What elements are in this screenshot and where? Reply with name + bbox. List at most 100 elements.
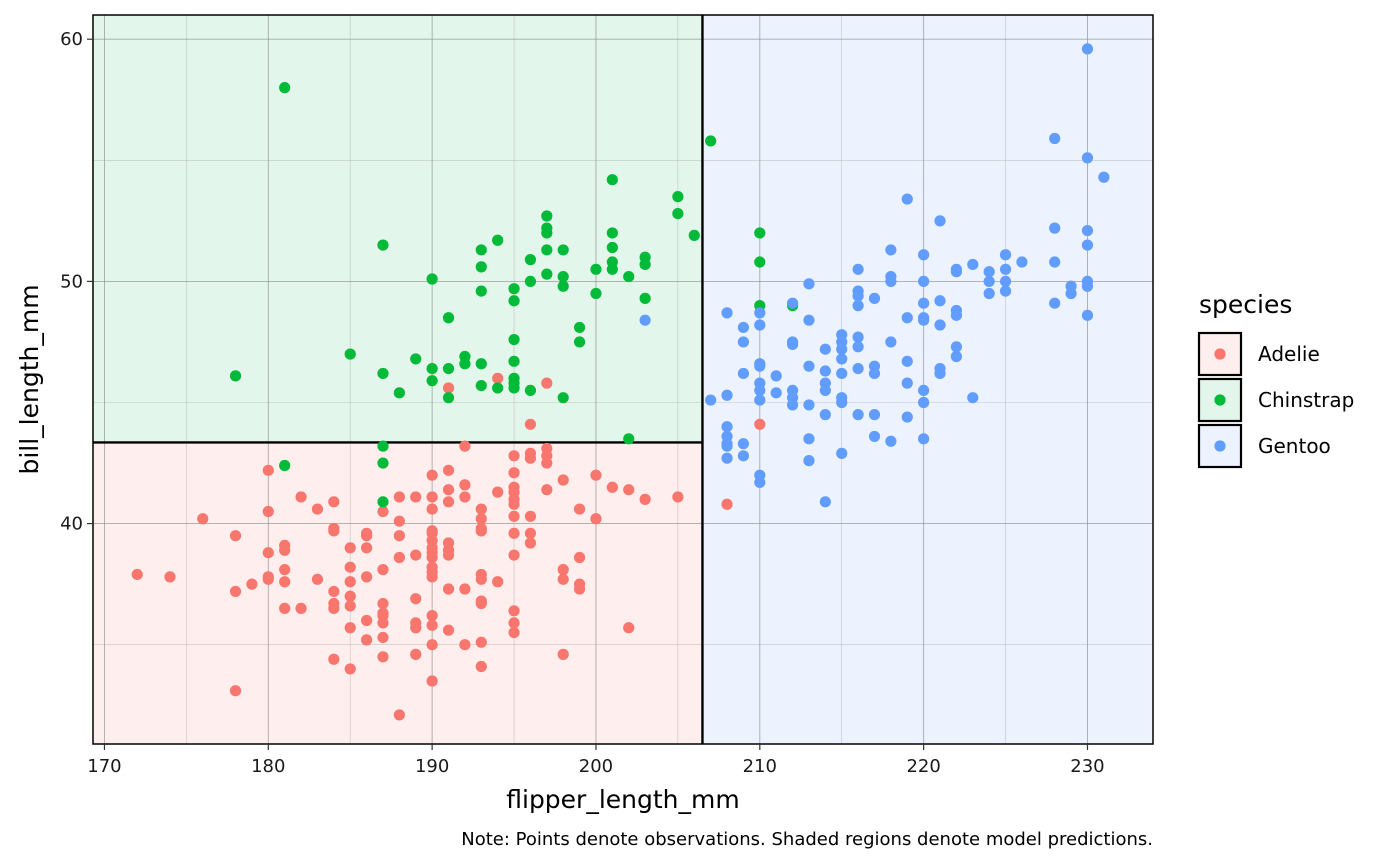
region-chinstrap	[93, 15, 703, 443]
point-chinstrap	[557, 280, 569, 292]
point-adelie	[393, 530, 405, 542]
point-adelie	[262, 547, 274, 559]
point-gentoo	[1049, 222, 1061, 234]
point-chinstrap	[393, 387, 405, 399]
point-gentoo	[999, 275, 1012, 288]
point-gentoo	[901, 193, 913, 205]
y-axis-title: bill_length_mm	[15, 284, 44, 474]
point-gentoo	[721, 452, 733, 464]
point-adelie	[377, 631, 389, 644]
point-chinstrap	[754, 227, 766, 239]
point-gentoo	[754, 307, 766, 319]
y-tick-label: 60	[60, 29, 83, 50]
x-tick-label: 230	[1070, 756, 1104, 777]
point-chinstrap	[508, 333, 520, 346]
point-gentoo	[868, 430, 881, 443]
point-gentoo	[885, 244, 897, 256]
point-adelie	[344, 576, 356, 588]
point-adelie	[442, 549, 455, 561]
point-gentoo	[852, 363, 864, 375]
point-gentoo	[770, 387, 782, 399]
point-gentoo	[803, 399, 815, 411]
point-chinstrap	[492, 234, 504, 246]
point-adelie	[426, 675, 438, 687]
legend-label-chinstrap: Chinstrap	[1258, 388, 1354, 412]
point-gentoo	[1081, 309, 1094, 321]
x-tick-label: 190	[415, 756, 449, 777]
point-gentoo	[1016, 256, 1028, 268]
point-adelie	[475, 597, 487, 610]
point-adelie	[459, 479, 471, 491]
point-gentoo	[901, 377, 913, 389]
point-adelie	[328, 496, 340, 508]
point-adelie	[262, 464, 274, 476]
point-adelie	[508, 467, 520, 479]
point-gentoo	[901, 312, 913, 324]
point-chinstrap	[508, 295, 520, 307]
point-gentoo	[786, 297, 799, 309]
point-gentoo	[950, 341, 963, 353]
point-gentoo	[868, 292, 881, 304]
point-gentoo	[901, 411, 913, 423]
point-adelie	[459, 583, 471, 595]
point-adelie	[475, 525, 487, 537]
point-adelie	[344, 561, 356, 573]
point-adelie	[475, 513, 487, 525]
point-gentoo	[852, 263, 864, 275]
point-gentoo	[786, 399, 799, 411]
point-adelie	[229, 685, 242, 697]
point-chinstrap	[606, 174, 618, 186]
point-gentoo	[754, 384, 766, 396]
point-chinstrap	[590, 263, 602, 275]
point-gentoo	[918, 396, 930, 409]
point-adelie	[721, 498, 733, 510]
legend-label-adelie: Adelie	[1258, 342, 1320, 366]
point-gentoo	[754, 319, 766, 331]
point-chinstrap	[442, 363, 455, 375]
point-adelie	[197, 513, 209, 525]
point-adelie	[459, 440, 471, 452]
point-gentoo	[852, 300, 864, 312]
point-adelie	[426, 619, 438, 631]
point-gentoo	[950, 309, 963, 321]
point-adelie	[377, 651, 389, 663]
point-adelie	[442, 464, 455, 476]
point-gentoo	[819, 365, 831, 377]
point-chinstrap	[426, 375, 438, 387]
point-gentoo	[1049, 132, 1061, 145]
point-adelie	[279, 564, 291, 576]
point-adelie	[279, 544, 291, 556]
point-chinstrap	[606, 227, 618, 239]
point-gentoo	[836, 343, 848, 355]
point-gentoo	[868, 367, 881, 380]
point-chinstrap	[229, 370, 242, 382]
point-gentoo	[1081, 152, 1094, 164]
point-adelie	[328, 585, 340, 598]
point-chinstrap	[475, 358, 487, 370]
point-adelie	[524, 510, 537, 522]
chart-caption: Note: Points denote observations. Shaded…	[461, 829, 1153, 850]
point-gentoo	[852, 409, 864, 421]
point-gentoo	[1081, 43, 1094, 55]
point-gentoo	[836, 447, 848, 459]
point-adelie	[492, 576, 504, 588]
point-adelie	[508, 450, 520, 462]
point-gentoo	[967, 258, 979, 271]
point-adelie	[672, 491, 684, 503]
point-chinstrap	[492, 382, 504, 394]
point-adelie	[508, 510, 520, 522]
point-adelie	[524, 418, 537, 430]
point-adelie	[557, 648, 569, 660]
point-gentoo	[705, 394, 717, 406]
point-adelie	[541, 484, 553, 496]
point-adelie	[393, 491, 405, 503]
legend-label-gentoo: Gentoo	[1258, 434, 1331, 458]
point-adelie	[442, 583, 455, 595]
point-adelie	[623, 484, 635, 496]
point-gentoo	[852, 331, 864, 343]
point-adelie	[426, 639, 438, 651]
point-gentoo	[918, 384, 930, 396]
point-gentoo	[639, 314, 651, 326]
